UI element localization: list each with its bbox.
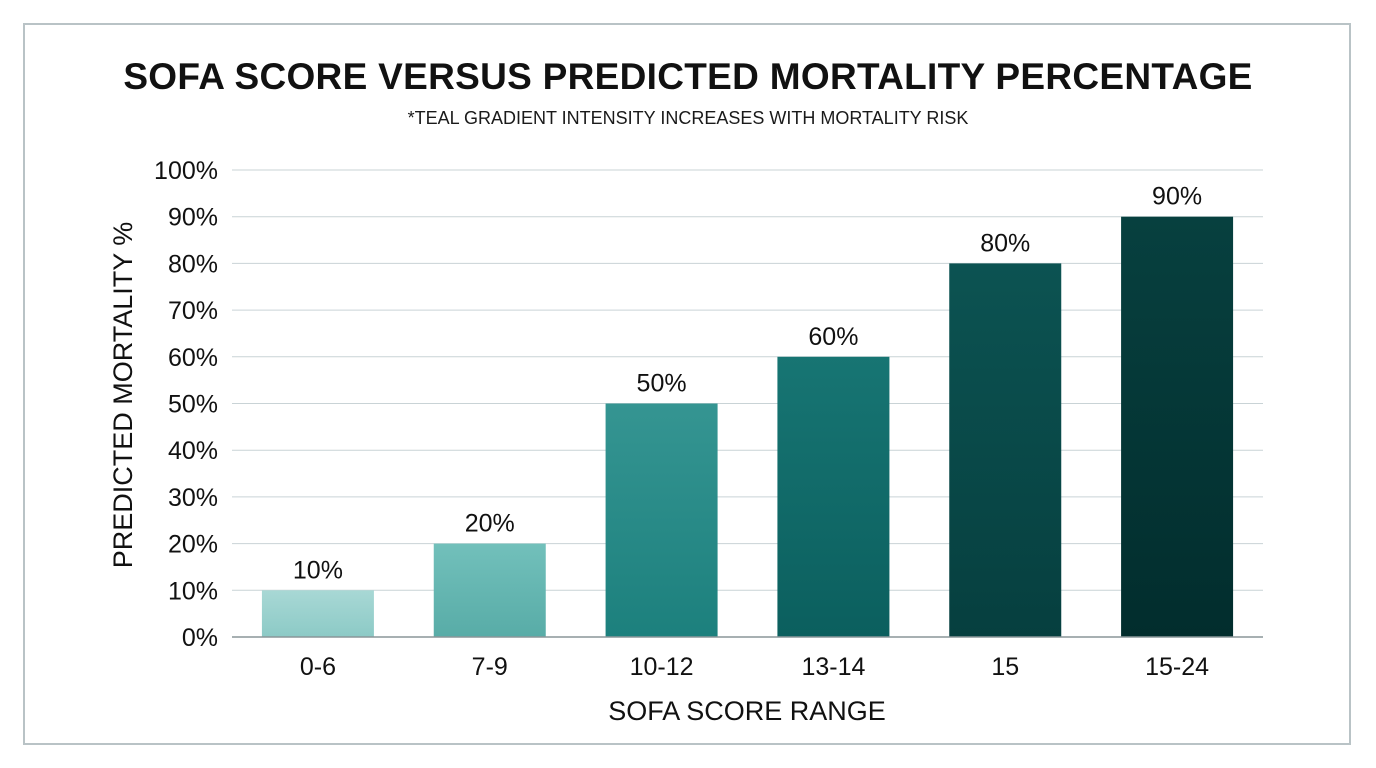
bar-value-label: 20% [465,510,515,538]
x-tick-label: 13-14 [801,653,865,681]
bar-10-12 [605,403,718,637]
bar-value-label: 10% [293,556,343,584]
bar-value-label: 50% [637,370,687,398]
bars [261,216,1234,637]
bar-value-labels: 10% 20% 50% 60% 80% 90% [293,183,1202,585]
chart-subtitle: *TEAL GRADIENT INTENSITY INCREASES WITH … [407,108,969,128]
y-tick-label: 40% [168,437,218,465]
bar-13-14 [777,356,890,637]
bar-value-label: 60% [808,323,858,351]
x-tick-label: 7-9 [472,653,508,681]
y-axis-label: PREDICTED MORTALITY % [108,222,138,569]
x-tick-label: 10-12 [630,653,694,681]
bar-value-label: 90% [1152,183,1202,211]
y-tick-label: 10% [168,577,218,605]
y-axis-ticks: 0% 10% 20% 30% 40% 50% 60% 70% 80% 90% 100% [154,157,218,652]
y-tick-label: 30% [168,484,218,512]
chart-title: SOFA SCORE VERSUS PREDICTED MORTALITY PE… [123,56,1253,97]
y-tick-label: 60% [168,344,218,372]
x-tick-label: 15 [991,653,1019,681]
y-tick-label: 0% [182,624,218,652]
y-tick-label: 100% [154,157,218,185]
bar-value-label: 80% [980,229,1030,257]
y-tick-label: 70% [168,297,218,325]
y-tick-label: 50% [168,391,218,419]
gridlines [232,169,1263,591]
bar-7-9 [433,543,546,637]
bar-15-24 [1121,216,1234,637]
x-tick-label: 0-6 [300,653,336,681]
bar-0-6 [261,590,374,637]
bar-15 [949,263,1062,637]
y-tick-label: 20% [168,531,218,559]
x-tick-label: 15-24 [1145,653,1209,681]
x-axis-ticks: 0-6 7-9 10-12 13-14 15 15-24 [300,653,1209,681]
y-tick-label: 90% [168,204,218,232]
y-tick-label: 80% [168,250,218,278]
x-axis-label: SOFA SCORE RANGE [608,696,886,726]
